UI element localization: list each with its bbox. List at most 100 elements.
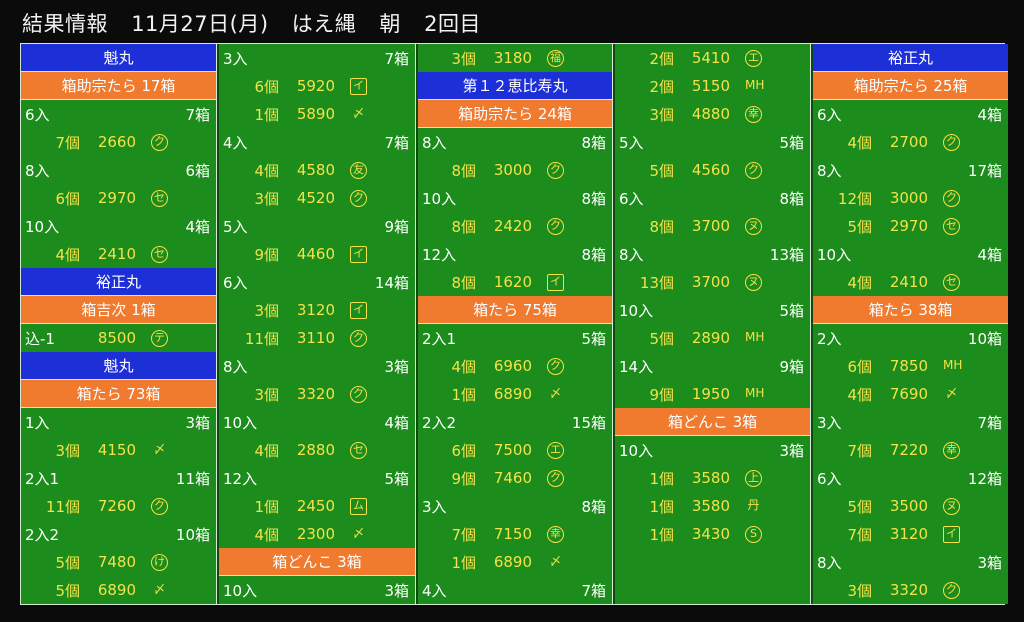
size-label: 10入 [619,441,654,460]
size-label: 6入 [817,105,842,124]
size-label: 3入 [422,497,447,516]
buyer-mark-icon: 〆 [549,553,562,568]
size-label: 8入 [223,357,248,376]
quantity: 3個 [254,301,279,320]
buyer-mark-icon: 福 [547,49,564,67]
price-row: 5個 7480 け [21,548,216,576]
size-label: 6入 [619,189,644,208]
unit-price: 7220 [889,441,928,459]
unit-price: 6890 [493,385,532,403]
size-row: 8入 3箱 [813,548,1008,576]
box-count: 13箱 [769,245,804,264]
unit-price: 3180 [493,49,532,67]
price-row: 4個 2700 ク [813,128,1008,156]
price-row: 3個 3120 イ [219,296,415,324]
quantity: 4個 [847,385,872,404]
size-label: 10入 [223,581,258,600]
buyer-mark-icon: セ [151,245,168,263]
box-count: 12箱 [967,469,1002,488]
size-row: 6入 8箱 [615,184,810,212]
size-row: 2入2 15箱 [418,408,612,436]
quantity: 5個 [649,161,674,180]
unit-price: 2420 [493,217,532,235]
quantity: 1個 [451,553,476,572]
box-count: 8箱 [581,245,606,264]
price-row: 8個 3700 ヌ [615,212,810,240]
unit-price: 7480 [97,553,136,571]
price-row: 1個 5890 〆 [219,100,415,128]
size-row: 3入 7箱 [219,44,415,72]
price-row: 9個 1950 MH [615,380,810,408]
buyer-mark-icon: 〆 [153,441,166,456]
price-row: 7個 2660 ク [21,128,216,156]
unit-price: 1950 [691,385,730,403]
buyer-mark-icon: MH [745,77,765,92]
results-column: 魁丸 箱助宗たら 17箱 6入 7箱 7個 2660 ク 8入 6箱 6個 2970 セ 10入 4箱 4個… [21,44,217,604]
unit-price: 3120 [889,525,928,543]
unit-price: 5920 [296,77,335,95]
box-count: 10箱 [967,329,1002,348]
buyer-mark-icon: MH [745,385,765,400]
buyer-mark-icon: ク [350,329,367,347]
quantity: 4個 [451,357,476,376]
vessel-header: 魁丸 [21,44,216,72]
unit-price: 3500 [889,497,928,515]
box-count: 7箱 [384,133,409,152]
size-row: 14入 9箱 [615,352,810,380]
unit-price: 3120 [296,301,335,319]
price-row: 6個 2970 セ [21,184,216,212]
unit-price: 4150 [97,441,136,459]
buyer-mark-icon: 〆 [945,385,958,400]
size-label: 8入 [817,553,842,572]
size-row: 8入 6箱 [21,156,216,184]
box-count: 8箱 [581,189,606,208]
quantity: 4個 [55,245,80,264]
price-row: 5個 3500 ヌ [813,492,1008,520]
quantity: 5個 [55,553,80,572]
buyer-mark-icon: ク [547,357,564,375]
buyer-mark-icon: 〆 [352,105,365,120]
quantity: 2個 [649,49,674,68]
size-label: 3入 [223,49,248,68]
quantity: 3個 [451,49,476,68]
quantity: 1個 [254,497,279,516]
fish-category-header: 箱助宗たら 24箱 [418,100,612,128]
size-label: 5入 [223,217,248,236]
buyer-mark-icon: ク [745,161,762,179]
unit-price: 4560 [691,161,730,179]
buyer-mark-icon: 幸 [547,525,564,543]
size-label: 2入1 [25,469,60,488]
box-count: 9箱 [779,357,804,376]
round-label: 2回目 [424,12,481,36]
unit-price: 5410 [691,49,730,67]
board-header: 結果情報 11月27日(月) はえ縄 朝 2回目 [22,6,497,42]
buyer-mark-icon: 丹 [747,497,760,512]
box-count: 5箱 [581,329,606,348]
size-label: 12入 [223,469,258,488]
price-row: 3個 3320 ク [219,380,415,408]
price-row: 4個 2300 〆 [219,520,415,548]
quantity: 2個 [649,77,674,96]
size-label: 2入 [817,329,842,348]
price-row: 3個 4150 〆 [21,436,216,464]
buyer-mark-icon: ヌ [745,273,762,291]
quantity: 13個 [639,273,674,292]
box-count: 17箱 [967,161,1002,180]
price-row: 1個 6890 〆 [418,380,612,408]
buyer-mark-icon: 友 [350,161,367,179]
unit-price: 6890 [493,553,532,571]
quantity: 6個 [847,357,872,376]
price-row: 1個 3580 丹 [615,492,810,520]
vessel-header: 裕正丸 [813,44,1008,72]
quantity: 1個 [451,385,476,404]
price-row: 5個 2890 MH [615,324,810,352]
fish-category-header: 箱助宗たら 17箱 [21,72,216,100]
buyer-mark-icon: ヌ [943,497,960,515]
price-row: 7個 7150 幸 [418,520,612,548]
quantity: 3個 [254,385,279,404]
buyer-mark-icon: S [745,525,762,543]
unit-price: 1620 [493,273,532,291]
box-count: 9箱 [384,217,409,236]
size-row: 2入 10箱 [813,324,1008,352]
fish-category-label: 箱たら 38箱 [868,301,953,319]
